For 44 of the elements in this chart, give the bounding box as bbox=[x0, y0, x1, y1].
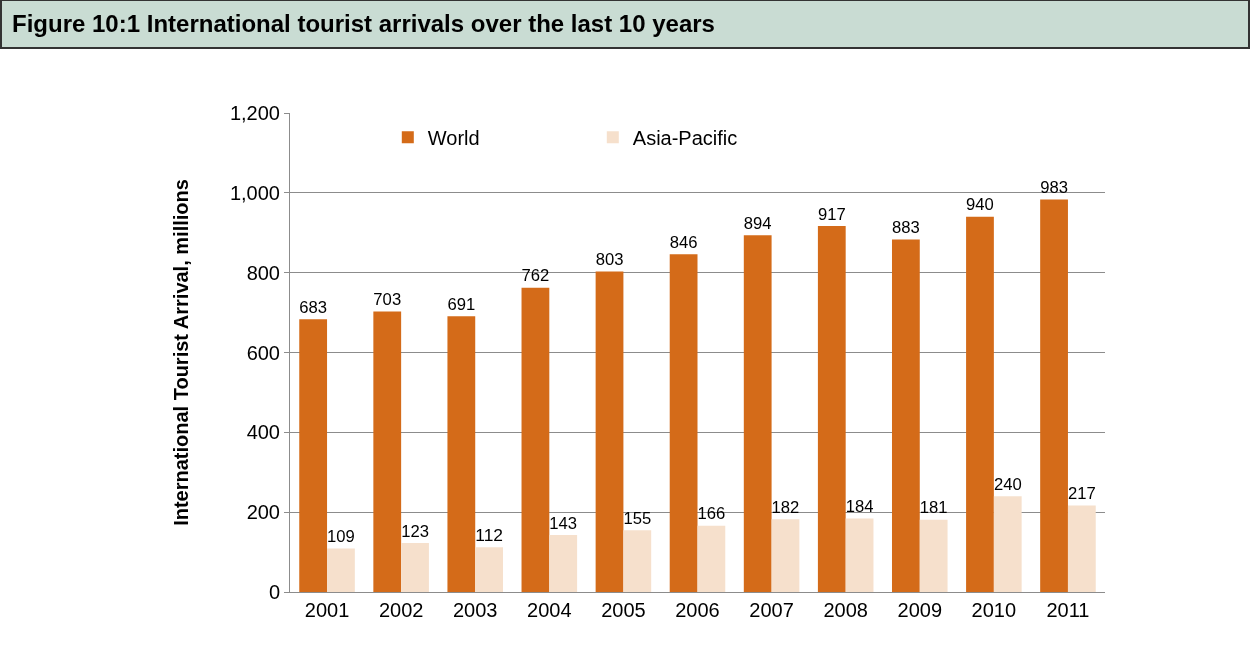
y-tick-label: 600 bbox=[246, 341, 280, 364]
x-tick-label: 2009 bbox=[897, 599, 943, 621]
data-label: 691 bbox=[447, 294, 476, 314]
y-axis-title: International Tourist Arrival, millions bbox=[170, 179, 193, 526]
x-tick-label: 2007 bbox=[749, 599, 794, 621]
x-tick-label: 2004 bbox=[527, 599, 572, 621]
data-label: 184 bbox=[845, 497, 874, 517]
y-tick-label: 400 bbox=[246, 421, 280, 444]
data-label: 143 bbox=[549, 513, 578, 533]
data-label: 983 bbox=[1040, 178, 1068, 198]
data-label: 123 bbox=[401, 521, 429, 541]
data-label: 940 bbox=[966, 195, 994, 215]
x-tick-label: 2011 bbox=[1046, 599, 1090, 621]
y-tick-label: 800 bbox=[246, 261, 280, 284]
x-tick-label: 2003 bbox=[452, 599, 498, 621]
x-tick-label: 2005 bbox=[601, 599, 646, 621]
data-label: 182 bbox=[771, 498, 800, 518]
data-label: 109 bbox=[327, 527, 355, 547]
x-tick-label: 2001 bbox=[304, 599, 350, 621]
data-label: 894 bbox=[743, 213, 772, 233]
data-label: 240 bbox=[993, 474, 1022, 494]
x-tick-label: 2010 bbox=[971, 599, 1017, 621]
data-label: 762 bbox=[521, 266, 550, 286]
data-label: 217 bbox=[1067, 484, 1096, 504]
data-label: 803 bbox=[595, 250, 624, 270]
y-tick-label: 200 bbox=[246, 501, 280, 524]
data-label: 683 bbox=[299, 298, 328, 318]
y-tick-label: 1,200 bbox=[229, 102, 280, 124]
y-tick-label: 0 bbox=[268, 581, 280, 603]
data-label: 181 bbox=[919, 498, 948, 518]
data-label: 155 bbox=[623, 508, 652, 528]
data-label: 166 bbox=[697, 504, 726, 524]
data-label: 846 bbox=[669, 232, 698, 252]
data-label: 703 bbox=[373, 290, 402, 310]
x-tick-label: 2002 bbox=[378, 599, 424, 621]
chart-title: Figure 10:1 International tourist arrivals over the last 10 years bbox=[12, 10, 715, 37]
data-label: 917 bbox=[817, 204, 846, 224]
x-tick-label: 2008 bbox=[823, 599, 868, 621]
data-label: 883 bbox=[892, 218, 920, 238]
legend-label: World bbox=[427, 127, 480, 150]
data-label: 112 bbox=[475, 524, 503, 545]
x-tick-label: 2006 bbox=[675, 599, 720, 621]
y-tick-label: 1,000 bbox=[229, 181, 280, 204]
legend-label: Asia-Pacific bbox=[632, 127, 738, 150]
